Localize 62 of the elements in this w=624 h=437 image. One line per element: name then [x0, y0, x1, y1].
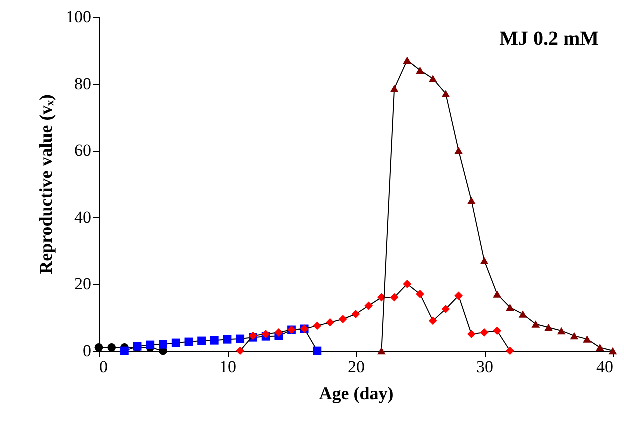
- y-tick-label: 60: [74, 141, 92, 160]
- point: [198, 336, 206, 346]
- point: [262, 330, 270, 338]
- point: [583, 336, 592, 343]
- point: [467, 197, 476, 204]
- point: [608, 347, 618, 355]
- x-tick-label: 40: [596, 358, 614, 376]
- point: [390, 85, 399, 92]
- point: [506, 304, 514, 312]
- x-tick-label: 30: [476, 358, 494, 376]
- annotation: MJ 0.2 mM: [500, 28, 600, 50]
- point: [338, 315, 348, 324]
- point: [506, 346, 514, 356]
- point: [493, 290, 502, 298]
- point: [313, 322, 322, 330]
- point: [442, 90, 450, 98]
- point: [108, 343, 116, 352]
- point: [557, 327, 566, 335]
- point: [596, 344, 604, 352]
- point: [172, 338, 180, 348]
- point: [467, 330, 476, 338]
- point: [428, 316, 438, 326]
- x-tick-label: 10: [220, 358, 236, 376]
- point: [313, 346, 322, 356]
- point: [159, 340, 168, 349]
- point: [403, 280, 412, 288]
- point: [442, 305, 450, 314]
- point: [146, 340, 155, 350]
- point: [518, 310, 528, 318]
- point: [390, 293, 399, 302]
- point: [416, 290, 424, 298]
- point: [236, 334, 245, 344]
- y-tick-label: 0: [83, 342, 92, 360]
- point: [352, 310, 360, 318]
- point: [428, 75, 438, 82]
- point: [223, 335, 232, 344]
- point: [274, 328, 284, 337]
- point: [236, 346, 245, 356]
- point: [326, 318, 334, 327]
- point: [493, 326, 502, 336]
- x-tick-label: 0: [100, 358, 108, 376]
- y-tick-label: 80: [74, 74, 92, 94]
- point: [454, 146, 463, 154]
- y-tick-label: 100: [66, 8, 92, 26]
- point: [454, 292, 463, 300]
- x-tick-label: 20: [348, 358, 365, 376]
- point: [570, 332, 579, 340]
- point: [403, 56, 412, 64]
- y-tick-label: 40: [74, 208, 92, 227]
- point: [544, 324, 553, 332]
- point: [416, 66, 424, 74]
- y-tick-label: 20: [74, 274, 92, 294]
- point: [532, 320, 540, 328]
- point: [364, 302, 374, 310]
- point: [480, 328, 489, 337]
- point: [480, 257, 489, 264]
- point: [210, 336, 219, 345]
- point: [120, 346, 129, 356]
- point: [378, 347, 386, 355]
- x-axis-title: Age (day): [319, 384, 394, 404]
- point: [184, 338, 194, 346]
- y-axis-title: Reproductive value (vₓ): [36, 94, 56, 274]
